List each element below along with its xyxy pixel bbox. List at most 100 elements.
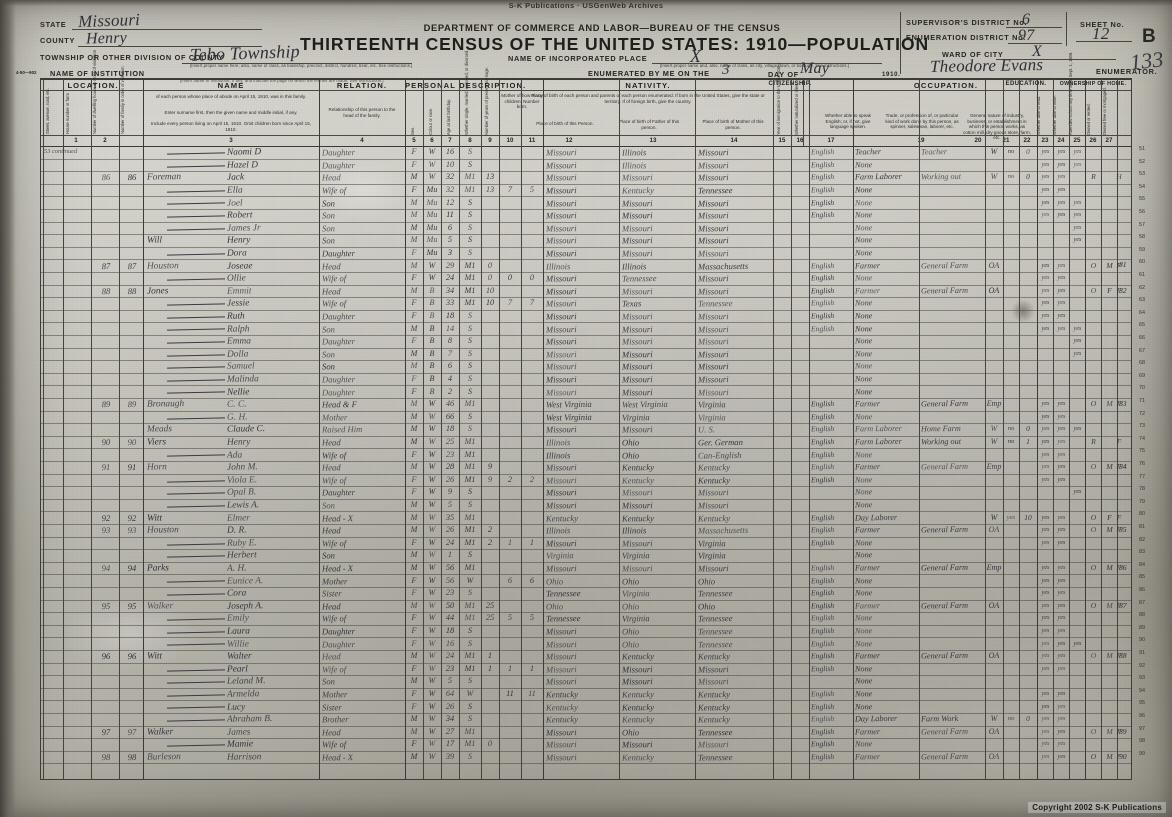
cell-race[interactable]: W bbox=[423, 651, 441, 663]
cell-occupation[interactable]: None bbox=[855, 298, 919, 310]
cell-sex[interactable]: F bbox=[405, 336, 423, 348]
cell-birthplace-mother[interactable]: Kentucky bbox=[698, 512, 772, 525]
cell-can-write[interactable]: yes bbox=[1054, 147, 1069, 159]
cell-relation[interactable]: Daughter bbox=[322, 311, 402, 323]
cell-family-number[interactable]: 88 bbox=[121, 286, 143, 298]
cell-sex[interactable]: F bbox=[405, 273, 423, 285]
cell-sex[interactable]: F bbox=[405, 387, 423, 399]
cell-relation[interactable]: Wife of bbox=[322, 298, 402, 310]
cell-birthplace-self[interactable]: Illinois bbox=[546, 525, 618, 538]
cell-birthplace-mother[interactable]: Virginia bbox=[698, 550, 772, 563]
cell-birthplace-self[interactable]: Missouri bbox=[546, 172, 618, 185]
cell-age[interactable]: 35 bbox=[441, 513, 459, 525]
cell-sex[interactable]: F bbox=[405, 475, 423, 487]
cell-marital-status[interactable]: M1 bbox=[459, 727, 481, 739]
cell-marital-status[interactable]: M1 bbox=[459, 185, 481, 197]
cell-birthplace-mother[interactable]: Missouri bbox=[698, 739, 772, 752]
cell-birthplace-father[interactable]: Virginia bbox=[622, 411, 694, 424]
cell-surname[interactable]: Bronaugh bbox=[147, 399, 223, 412]
cell-birthplace-father[interactable]: Ohio bbox=[622, 726, 694, 739]
cell-relation[interactable]: Head bbox=[322, 285, 402, 297]
cell-children-born[interactable]: 0 bbox=[499, 273, 521, 285]
cell-age[interactable]: 8 bbox=[441, 336, 459, 348]
cell-language[interactable]: English bbox=[811, 185, 853, 197]
cell-birthplace-mother[interactable]: Tennessee bbox=[698, 298, 772, 311]
cell-owned-rented[interactable]: R bbox=[1086, 437, 1101, 449]
cell-race[interactable]: W bbox=[423, 739, 441, 751]
cell-birthplace-mother[interactable]: Missouri bbox=[698, 159, 772, 172]
cell-can-read[interactable]: yes bbox=[1038, 424, 1053, 436]
cell-marital-status[interactable]: M1 bbox=[459, 286, 481, 298]
cell-occupation[interactable]: None bbox=[855, 361, 919, 373]
cell-years-married[interactable]: 25 bbox=[481, 613, 499, 625]
cell-birthplace-mother[interactable]: Missouri bbox=[698, 676, 772, 689]
cell-race[interactable]: W bbox=[423, 727, 441, 739]
cell-birthplace-mother[interactable]: Massachusetts bbox=[698, 260, 772, 273]
cell-can-read[interactable]: yes bbox=[1038, 601, 1053, 613]
cell-worker-class[interactable]: W bbox=[985, 172, 1003, 184]
cell-birthplace-father[interactable]: Illinois bbox=[622, 147, 694, 160]
cell-can-write[interactable]: yes bbox=[1054, 739, 1069, 751]
cell-race[interactable]: W bbox=[423, 147, 441, 159]
cell-family-number[interactable]: 93 bbox=[121, 525, 143, 537]
cell-language[interactable]: English bbox=[811, 210, 853, 222]
cell-given-name[interactable]: Armelda bbox=[227, 688, 317, 701]
cell-given-name[interactable]: Henry bbox=[227, 235, 317, 248]
cell-given-name[interactable]: Claude C. bbox=[227, 424, 317, 437]
cell-age[interactable]: 34 bbox=[441, 286, 459, 298]
cell-race[interactable]: B bbox=[423, 298, 441, 310]
cell-can-read[interactable]: yes bbox=[1038, 412, 1053, 424]
cell-birthplace-self[interactable]: Missouri bbox=[546, 424, 618, 437]
cell-marital-status[interactable]: S bbox=[459, 374, 481, 386]
cell-race[interactable]: W bbox=[423, 626, 441, 638]
cell-owned-rented[interactable]: O bbox=[1086, 513, 1101, 525]
cell-language[interactable]: English bbox=[811, 260, 853, 272]
cell-years-married[interactable]: 0 bbox=[481, 273, 499, 285]
cell-race[interactable]: Mu bbox=[423, 210, 441, 222]
cell-can-write[interactable]: yes bbox=[1054, 311, 1069, 323]
cell-language[interactable]: English bbox=[811, 525, 853, 537]
cell-marital-status[interactable]: M1 bbox=[459, 437, 481, 449]
cell-family-number[interactable]: 86 bbox=[121, 172, 143, 184]
cell-sex[interactable]: M bbox=[405, 412, 423, 424]
cell-marital-status[interactable]: S bbox=[459, 349, 481, 361]
cell-occupation[interactable]: None bbox=[855, 336, 919, 348]
cell-race[interactable]: W bbox=[423, 487, 441, 499]
cell-given-name[interactable]: Viola E. bbox=[227, 474, 317, 487]
cell-attended-school[interactable]: yes bbox=[1070, 349, 1085, 361]
cell-given-name[interactable]: Nellie bbox=[227, 386, 317, 399]
cell-birthplace-self[interactable]: Kentucky bbox=[546, 701, 618, 714]
cell-birthplace-father[interactable]: Missouri bbox=[622, 222, 694, 235]
cell-sex[interactable]: F bbox=[405, 311, 423, 323]
cell-relation[interactable]: Wife of bbox=[322, 739, 402, 751]
county-value[interactable]: Henry bbox=[86, 29, 127, 48]
cell-sex[interactable]: M bbox=[405, 714, 423, 726]
cell-can-write[interactable]: yes bbox=[1054, 513, 1069, 525]
cell-birthplace-father[interactable]: Missouri bbox=[622, 310, 694, 323]
cell-relation[interactable]: Mother bbox=[322, 575, 402, 587]
cell-age[interactable]: 16 bbox=[441, 147, 459, 159]
cell-given-name[interactable]: Joseph A. bbox=[227, 600, 317, 613]
cell-birthplace-mother[interactable]: Missouri bbox=[698, 273, 772, 286]
cell-occupation[interactable]: None bbox=[855, 311, 919, 323]
cell-relation[interactable]: Head bbox=[322, 260, 402, 272]
cell-can-read[interactable]: yes bbox=[1038, 626, 1053, 638]
cell-out-of-work[interactable]: no bbox=[1003, 437, 1019, 449]
cell-worker-class[interactable]: W bbox=[985, 424, 1003, 436]
cell-occupation[interactable]: None bbox=[855, 676, 919, 688]
cell-age[interactable]: 23 bbox=[441, 588, 459, 600]
cell-owned-rented[interactable]: O bbox=[1086, 462, 1101, 474]
cell-relation[interactable]: Daughter bbox=[322, 147, 402, 159]
cell-birthplace-self[interactable]: Missouri bbox=[546, 222, 618, 235]
cell-worker-class[interactable]: OA bbox=[985, 752, 1003, 764]
cell-years-married[interactable]: 10 bbox=[481, 286, 499, 298]
cell-race[interactable]: W bbox=[423, 714, 441, 726]
cell-relation[interactable]: Son bbox=[322, 197, 402, 209]
cell-birthplace-self[interactable]: Illinois bbox=[546, 436, 618, 449]
cell-race[interactable]: W bbox=[423, 261, 441, 273]
cell-birthplace-self[interactable]: Missouri bbox=[546, 197, 618, 210]
cell-given-name[interactable]: G. H. bbox=[227, 411, 317, 424]
cell-surname[interactable]: Parks bbox=[147, 562, 223, 575]
cell-years-married[interactable]: 9 bbox=[481, 475, 499, 487]
cell-sex[interactable]: M bbox=[405, 676, 423, 688]
